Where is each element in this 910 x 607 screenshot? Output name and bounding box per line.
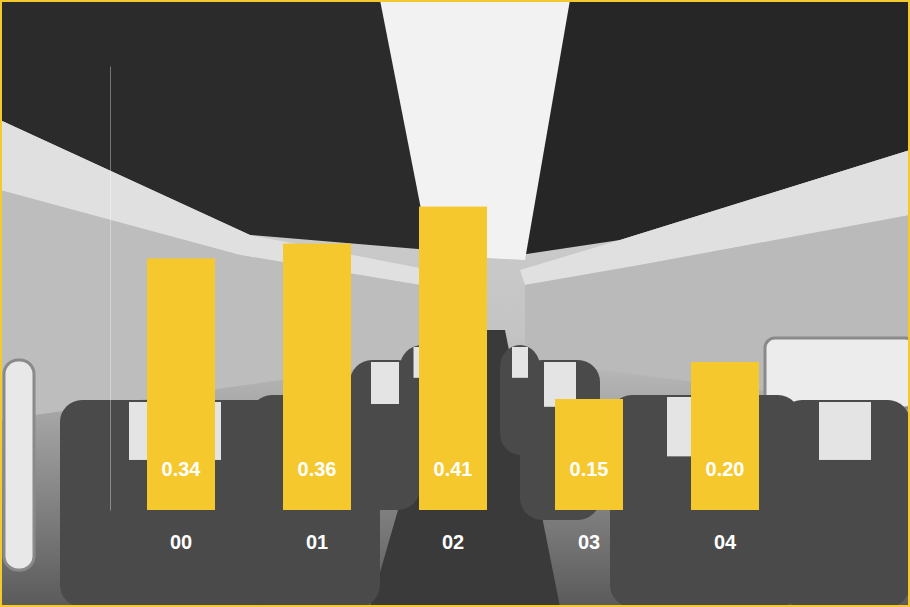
bar [147, 258, 215, 510]
data-label: 0.15 [570, 458, 609, 480]
y-axis [110, 67, 111, 511]
bar [691, 362, 759, 510]
tick: 02 [442, 531, 464, 553]
bar [555, 399, 623, 510]
tick-label: 00 [170, 531, 192, 553]
bars [147, 207, 759, 510]
tick-label: 04 [714, 531, 737, 553]
data-label: 0.34 [162, 458, 202, 480]
tick: 01 [306, 531, 328, 553]
y-axis-line [110, 67, 111, 511]
data-label: 0.20 [706, 458, 745, 480]
frame [1, 1, 909, 606]
bar [419, 207, 487, 510]
tick: 04 [714, 531, 737, 553]
data-label: 0.36 [298, 458, 337, 480]
tick-label: 02 [442, 531, 464, 553]
window [4, 360, 34, 570]
tick: 03 [578, 531, 600, 553]
seat-cover [371, 362, 399, 404]
data-labels: 0.34 0.36 0.41 0.15 0.20 [162, 458, 745, 480]
data-label: 0.41 [434, 458, 473, 480]
tick-label: 01 [306, 531, 328, 553]
background [0, 0, 910, 607]
chart: 0.34 0.36 0.41 0.15 0.20 00 01 02 03 04 [0, 0, 910, 607]
bar [283, 244, 351, 510]
seat-cover [512, 347, 528, 378]
seat-cover [819, 402, 871, 460]
tick-label: 03 [578, 531, 600, 553]
x-axis: 00 01 02 03 04 [170, 531, 737, 553]
seat [500, 345, 540, 455]
seat [780, 400, 910, 607]
tick: 00 [170, 531, 192, 553]
background-fill [0, 0, 910, 607]
